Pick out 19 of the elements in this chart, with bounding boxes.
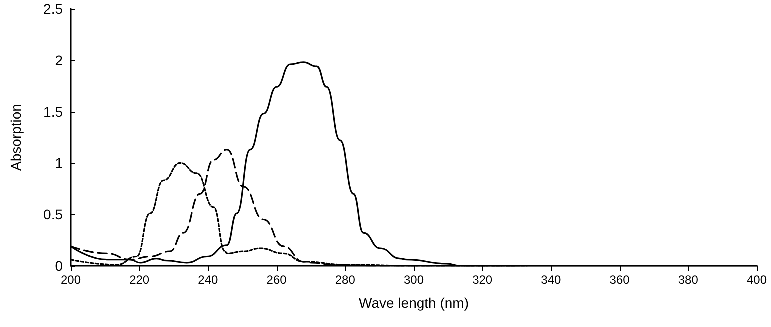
x-tick-label: 220 bbox=[130, 273, 150, 287]
y-tick-label: 2.5 bbox=[44, 1, 64, 17]
x-tick-label: 320 bbox=[472, 273, 493, 287]
x-tick-label: 200 bbox=[60, 273, 82, 287]
x-tick-label: 340 bbox=[541, 273, 562, 287]
x-axis-title: Wave length (nm) bbox=[359, 295, 469, 311]
y-axis-title: Absorption bbox=[8, 104, 24, 171]
y-tick-label: 1 bbox=[55, 155, 64, 172]
x-tick-label: 300 bbox=[404, 273, 424, 287]
x-tick-label: 280 bbox=[335, 273, 356, 287]
y-tick-label: 2 bbox=[55, 52, 64, 68]
y-tick-label: 0 bbox=[55, 258, 64, 274]
x-tick-label: 240 bbox=[198, 273, 219, 287]
y-tick-label: 0.5 bbox=[44, 206, 64, 223]
x-tick-label: 260 bbox=[266, 273, 288, 287]
y-tick-label: 1.5 bbox=[44, 104, 64, 120]
x-tick-label: 380 bbox=[678, 273, 699, 287]
x-tick-label: 360 bbox=[610, 273, 630, 287]
x-tick-label: 400 bbox=[746, 273, 768, 287]
